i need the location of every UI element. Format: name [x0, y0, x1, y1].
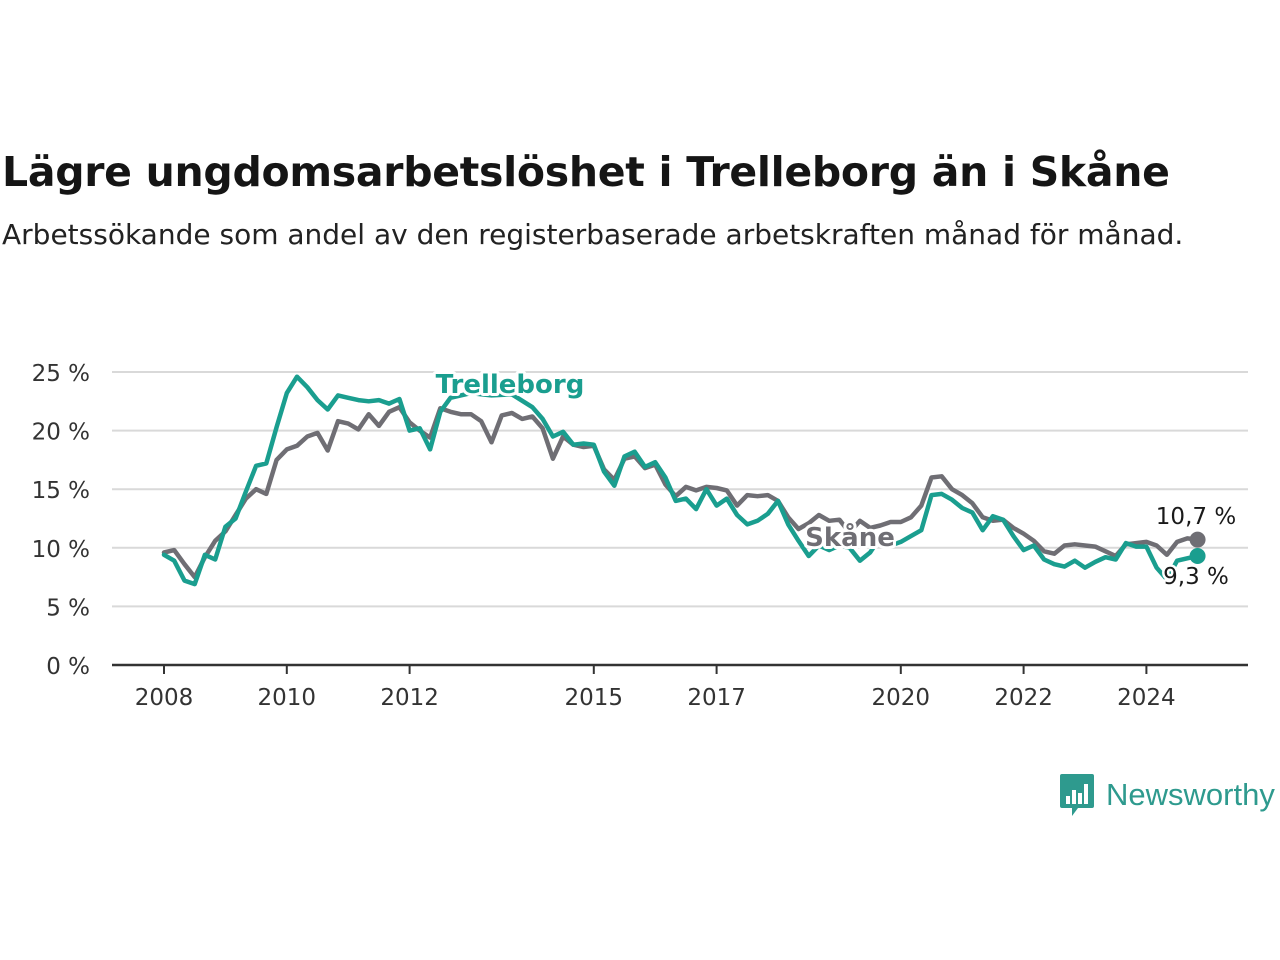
y-tick-label: 0 % — [46, 654, 90, 680]
line-chart: 0 %5 %10 %15 %20 %25 % 2008 2010 2012 2015 2… — [32, 361, 1248, 711]
newsworthy-logo-icon — [1060, 774, 1094, 816]
y-tick-label: 15 % — [32, 478, 90, 504]
y-tick-label: 5 % — [46, 595, 90, 621]
series-line-skane — [161, 404, 1200, 580]
chart-title: Lägre ungdomsarbetslöshet i Trelleborg ä… — [2, 148, 1170, 196]
series-name-skane: Skåne — [805, 521, 895, 553]
series-name-trelleborg: Trelleborg — [436, 370, 585, 400]
x-tick-label: 2008 — [135, 685, 194, 711]
x-tick-label: 2022 — [994, 685, 1053, 711]
y-tick-label: 20 % — [32, 420, 90, 446]
y-axis-labels: 0 % 5 % 10 % 15 % 20 % 25 % — [32, 361, 90, 680]
x-tick-label: 2012 — [380, 685, 439, 711]
x-tick-label: 2010 — [258, 685, 317, 711]
chart-subtitle: Arbetssökande som andel av den registerb… — [2, 218, 1184, 251]
x-tick-label: 2024 — [1117, 685, 1176, 711]
series-labels: Trelleborg Skåne 10,7 % 9,3 % — [433, 367, 1239, 593]
end-point-trelleborg — [1189, 548, 1206, 565]
x-tick-label: 2015 — [565, 685, 624, 711]
series-lines — [161, 374, 1206, 587]
y-tick-label: 10 % — [32, 537, 90, 563]
x-tick-label: 2020 — [872, 685, 931, 711]
end-point-skane — [1189, 531, 1206, 548]
end-label-trelleborg: 9,3 % — [1163, 564, 1229, 590]
brand-name: Newsworthy — [1106, 777, 1275, 812]
brand-logo: Newsworthy — [1058, 772, 1275, 818]
y-tick-label: 25 % — [32, 361, 90, 387]
series-line-trelleborg — [161, 374, 1200, 587]
x-tick-label: 2017 — [687, 685, 746, 711]
x-axis: 2008 2010 2012 2015 2017 2020 2022 2024 — [112, 663, 1248, 711]
end-label-skane: 10,7 % — [1156, 504, 1236, 530]
